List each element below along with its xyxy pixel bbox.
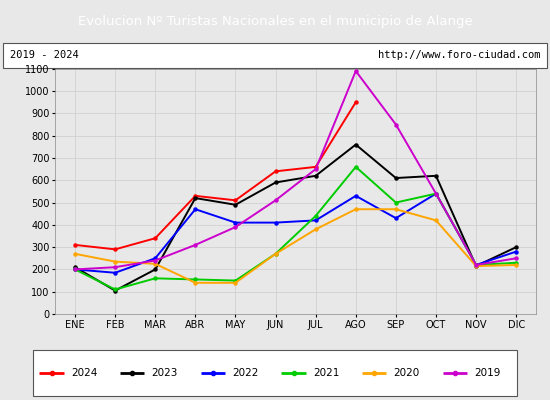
Text: 2023: 2023: [152, 368, 178, 378]
Text: 2019: 2019: [474, 368, 500, 378]
Text: Evolucion Nº Turistas Nacionales en el municipio de Alange: Evolucion Nº Turistas Nacionales en el m…: [78, 15, 472, 28]
Text: 2024: 2024: [71, 368, 97, 378]
Text: 2022: 2022: [232, 368, 258, 378]
Text: 2020: 2020: [394, 368, 420, 378]
FancyBboxPatch shape: [33, 350, 517, 396]
Text: 2019 - 2024: 2019 - 2024: [10, 50, 79, 60]
Text: http://www.foro-ciudad.com: http://www.foro-ciudad.com: [378, 50, 540, 60]
FancyBboxPatch shape: [3, 43, 547, 68]
Text: 2021: 2021: [313, 368, 339, 378]
